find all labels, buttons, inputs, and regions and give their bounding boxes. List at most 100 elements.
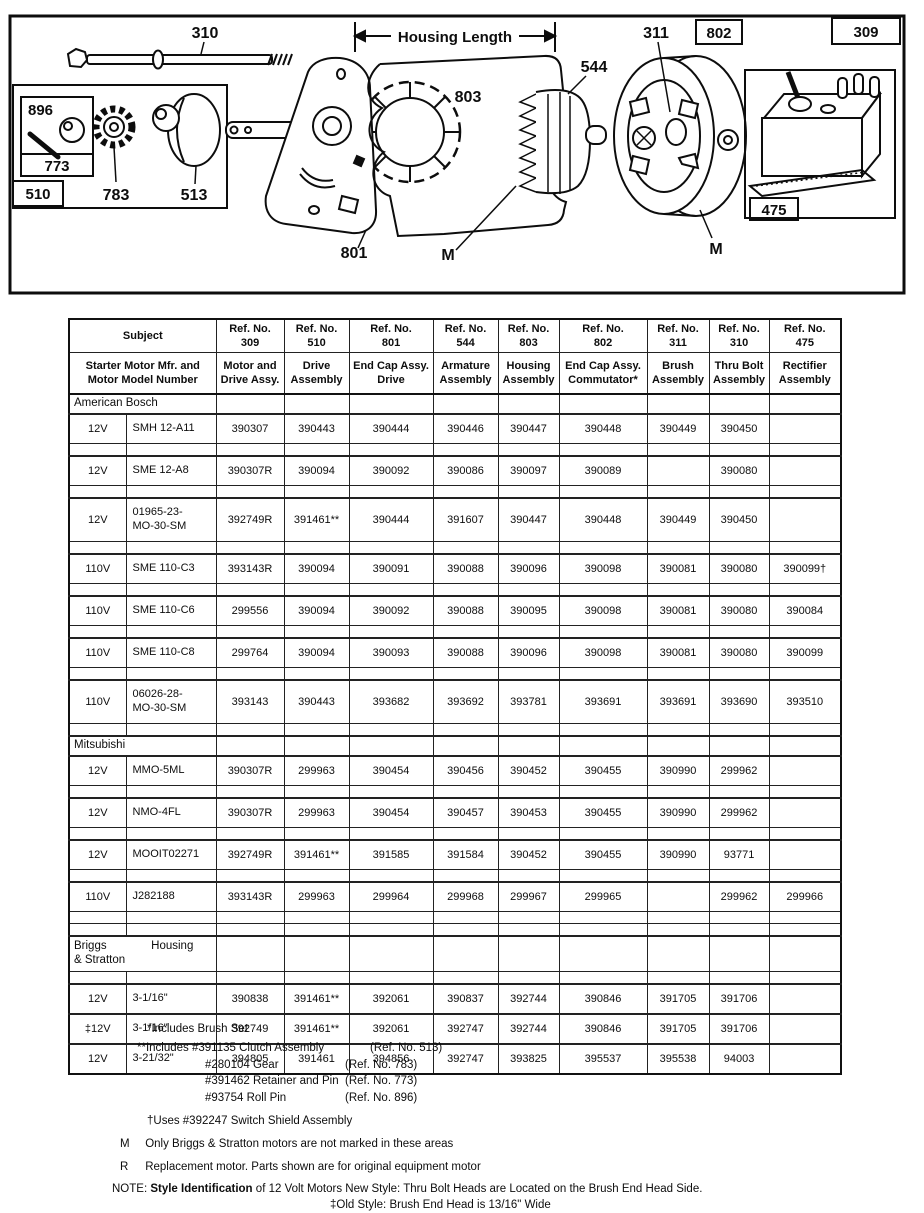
empty-cell	[558, 827, 648, 841]
cell-model: J282188	[125, 881, 217, 912]
empty-cell	[283, 971, 350, 985]
cell-part-number: 390080	[708, 595, 770, 626]
cell-part-number: 299963	[283, 881, 350, 912]
cell-part-number: 390444	[348, 413, 434, 444]
empty-cell	[768, 497, 842, 542]
cell-part-number: 392061	[348, 1013, 434, 1045]
empty-cell	[283, 583, 350, 597]
empty-cell	[558, 923, 648, 937]
cell-part-number: 299963	[283, 755, 350, 786]
table-row: 12V SME 12-A8 390307R 390094 390092 390086 390…	[68, 455, 842, 486]
empty-cell	[497, 785, 560, 799]
empty-cell	[497, 911, 560, 924]
cell-voltage: 12V	[68, 839, 127, 870]
empty-cell	[125, 667, 217, 681]
cell-part-number: 394856	[348, 1043, 434, 1075]
empty-cell	[348, 923, 434, 937]
empty-cell	[432, 541, 499, 555]
cell-part-number: 393691	[646, 679, 710, 724]
empty-cell	[283, 735, 350, 757]
empty-cell	[432, 667, 499, 681]
empty-cell	[558, 869, 648, 883]
empty-cell	[215, 443, 285, 457]
column-subheader-510: Drive Assembly	[283, 352, 350, 395]
footnote-note: NOTE: Style Identification of 12 Volt Mo…	[112, 1183, 912, 1197]
empty-cell	[215, 583, 285, 597]
section-label-cell: Mitsubishi	[68, 735, 217, 757]
table-row: 12V SMH 12-A11 390307 390443 390444 390446 390…	[68, 413, 842, 444]
empty-cell	[68, 443, 127, 457]
section-row: American Bosch	[68, 393, 842, 415]
header-row: Subject Ref. No. 309 Ref. No. 510 Ref. No. …	[68, 318, 842, 353]
empty-cell	[432, 625, 499, 639]
cell-part-number: 390447	[497, 413, 560, 444]
empty-cell	[125, 443, 217, 457]
empty-cell	[708, 541, 770, 555]
cell-part-number: 391584	[432, 839, 499, 870]
cell-model: 3-1/16"	[125, 1013, 217, 1045]
spacer-row	[68, 869, 842, 883]
cell-part-number: 94003	[708, 1043, 770, 1075]
label-311: 311	[643, 25, 669, 42]
empty-cell	[283, 785, 350, 799]
cell-part-number: 390081	[646, 637, 710, 668]
empty-cell	[497, 485, 560, 499]
cell-part-number: 390990	[646, 797, 710, 828]
empty-cell	[125, 723, 217, 737]
empty-cell	[348, 393, 434, 415]
cell-voltage: 110V	[68, 679, 127, 724]
label-m-left: M	[441, 247, 454, 264]
empty-cell	[432, 583, 499, 597]
cell-part-number: 390448	[558, 413, 648, 444]
cell-part-number: 390099†	[768, 553, 842, 584]
table-row: 12V NMO-4FL 390307R 299963 390454 390457 39045…	[68, 797, 842, 828]
empty-cell	[646, 911, 710, 924]
table-row: 110V SME 110-C8 299764 390094 390093 390088 39…	[68, 637, 842, 668]
empty-cell	[768, 541, 842, 555]
empty-cell	[432, 393, 499, 415]
empty-cell	[768, 583, 842, 597]
empty-cell	[768, 785, 842, 799]
empty-cell	[125, 923, 217, 937]
empty-cell	[432, 935, 499, 972]
section-label-2: Housing	[151, 940, 194, 953]
table-row: 12V 3-1/16" 390838 391461** 392061 390837 3927…	[68, 983, 842, 1015]
cell-part-number: 390990	[646, 755, 710, 786]
spacer-row	[68, 443, 842, 457]
cell-part-number: 395537	[558, 1043, 648, 1075]
empty-cell	[646, 625, 710, 639]
cell-voltage: 110V	[68, 595, 127, 626]
cell-part-number: 390454	[348, 797, 434, 828]
label-773: 773	[44, 158, 69, 175]
empty-cell	[348, 625, 434, 639]
footnote-ref: (Ref. No. 513)	[370, 1041, 443, 1054]
cell-part-number: 390094	[283, 553, 350, 584]
cell-model: SME 12-A8	[125, 455, 217, 486]
cell-part-number: 391705	[646, 983, 710, 1015]
empty-cell	[215, 785, 285, 799]
column-subheader-544: Armature Assembly	[432, 352, 499, 395]
drive-assembly-inset-box	[12, 84, 228, 209]
cell-part-number: 392749R	[215, 497, 285, 542]
cell-part-number: 299764	[215, 637, 285, 668]
empty-cell	[768, 455, 842, 486]
empty-cell	[768, 393, 842, 415]
table-row: ‡12V 3-1/16" 392749 391461** 392061 392747 392…	[68, 1013, 842, 1045]
footnote-r-label: R	[120, 1160, 129, 1173]
empty-cell	[708, 583, 770, 597]
empty-cell	[497, 625, 560, 639]
column-header-subject: Subject	[68, 318, 217, 353]
cell-part-number: 390096	[497, 637, 560, 668]
footnote-brush-set: *Includes Brush Set	[147, 1023, 249, 1035]
empty-cell	[646, 583, 710, 597]
cell-part-number: 299962	[708, 755, 770, 786]
empty-cell	[215, 485, 285, 499]
cell-part-number: 391461**	[283, 839, 350, 870]
empty-cell	[708, 443, 770, 457]
empty-cell	[708, 971, 770, 985]
empty-cell	[432, 485, 499, 499]
cell-model: SME 110-C6	[125, 595, 217, 626]
empty-cell	[558, 485, 648, 499]
empty-cell	[215, 723, 285, 737]
empty-cell	[708, 667, 770, 681]
